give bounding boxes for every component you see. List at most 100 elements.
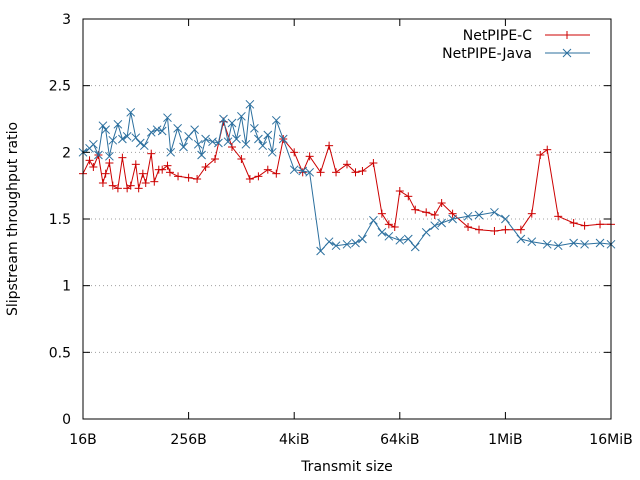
x-tick-label: 256B: [170, 432, 206, 448]
data-point-netpipe-c: [105, 159, 114, 167]
data-point-netpipe-c: [165, 168, 174, 177]
data-point-netpipe-java: [201, 134, 210, 144]
data-point-netpipe-java: [358, 234, 367, 244]
data-point-netpipe-c: [395, 187, 404, 195]
data-point-netpipe-java: [232, 134, 241, 144]
data-point-netpipe-java: [190, 125, 199, 135]
data-point-netpipe-c: [343, 160, 351, 169]
x-tick-label: 4kiB: [279, 432, 310, 448]
data-point-netpipe-java: [377, 227, 387, 237]
data-point-netpipe-java: [105, 151, 114, 161]
data-point-netpipe-c: [98, 179, 107, 187]
data-point-netpipe-c: [536, 151, 545, 159]
axis-ticks: 0 0.5 1 1.5 2 2.5 3 16B 256B 4kiB 64kiB 1MiB 16MiB: [49, 12, 633, 448]
data-point-netpipe-c: [245, 175, 254, 183]
y-tick-label: 0.5: [49, 345, 71, 361]
data-point-netpipe-c: [108, 181, 117, 190]
data-point-netpipe-java: [463, 211, 473, 221]
data-point-netpipe-java: [254, 134, 263, 144]
data-point-netpipe-java: [208, 137, 217, 147]
data-point-netpipe-c: [358, 167, 367, 175]
data-point-netpipe-java: [369, 215, 378, 225]
data-point-netpipe-java: [569, 238, 578, 248]
data-point-netpipe-java: [223, 137, 233, 147]
data-point-netpipe-c: [118, 153, 127, 162]
data-point-netpipe-c: [384, 220, 393, 229]
y-tick-label: 0: [62, 412, 71, 428]
legend-marker-netpipe-c: [563, 31, 571, 39]
data-point-netpipe-java: [305, 167, 314, 177]
data-point-netpipe-c: [272, 169, 281, 178]
data-point-netpipe-c: [174, 172, 183, 181]
data-point-netpipe-c: [527, 209, 536, 218]
x-tick-label: 1MiB: [488, 432, 522, 448]
x-tick-label: 16MiB: [589, 432, 632, 448]
data-point-netpipe-java: [173, 123, 182, 133]
data-point-netpipe-c: [184, 173, 193, 182]
data-point-netpipe-c: [377, 209, 386, 218]
data-point-netpipe-java: [516, 234, 526, 244]
data-point-netpipe-java: [342, 239, 352, 249]
data-point-netpipe-java: [430, 221, 440, 231]
data-point-netpipe-java: [245, 99, 255, 109]
data-point-netpipe-c: [227, 143, 236, 151]
data-point-netpipe-c: [516, 225, 525, 234]
data-point-netpipe-java: [542, 239, 552, 249]
data-point-netpipe-java: [267, 147, 277, 157]
data-point-netpipe-c: [501, 225, 510, 234]
data-point-netpipe-java: [351, 238, 360, 248]
data-point-netpipe-c: [131, 160, 140, 169]
data-point-netpipe-c: [113, 184, 122, 193]
series-layer: [78, 99, 616, 256]
data-point-netpipe-c: [596, 220, 605, 229]
data-point-netpipe-java: [474, 210, 484, 220]
data-point-netpipe-java: [437, 218, 446, 228]
data-point-netpipe-java: [250, 123, 259, 133]
data-point-netpipe-c: [369, 159, 378, 167]
data-point-netpipe-java: [448, 214, 457, 224]
data-point-netpipe-java: [395, 235, 405, 245]
data-point-netpipe-java: [219, 114, 228, 124]
y-tick-label: 3: [62, 12, 71, 28]
data-point-netpipe-java: [331, 241, 341, 251]
data-point-netpipe-java: [98, 121, 108, 131]
data-point-netpipe-c: [390, 223, 399, 231]
data-point-netpipe-c: [126, 181, 135, 190]
data-point-netpipe-c: [263, 165, 272, 174]
data-point-netpipe-c: [305, 152, 314, 161]
data-point-netpipe-c: [430, 211, 439, 219]
data-point-netpipe-java: [527, 237, 537, 247]
data-point-netpipe-java: [118, 134, 127, 144]
data-point-netpipe-java: [553, 241, 563, 251]
data-point-netpipe-c: [237, 155, 246, 163]
data-point-netpipe-c: [316, 168, 325, 177]
data-point-netpipe-c: [147, 149, 156, 158]
data-point-netpipe-java: [122, 131, 132, 141]
data-point-netpipe-c: [298, 168, 307, 177]
data-point-netpipe-java: [490, 207, 499, 217]
data-point-netpipe-c: [193, 175, 202, 183]
data-point-netpipe-java: [214, 138, 223, 148]
data-point-netpipe-java: [108, 135, 118, 145]
data-point-netpipe-c: [89, 163, 98, 171]
data-point-netpipe-java: [501, 214, 510, 224]
data-point-netpipe-c: [158, 165, 167, 174]
data-point-netpipe-c: [437, 199, 446, 207]
data-point-netpipe-c: [490, 227, 499, 235]
data-point-netpipe-java: [324, 237, 334, 247]
data-point-netpipe-c: [201, 163, 210, 171]
data-point-netpipe-java: [135, 138, 145, 148]
data-point-netpipe-java: [263, 130, 273, 140]
data-point-netpipe-java: [157, 126, 167, 136]
series-netpipe-java: [78, 99, 616, 256]
data-point-netpipe-java: [271, 115, 281, 125]
data-point-netpipe-java: [89, 139, 98, 149]
data-point-netpipe-c: [332, 168, 341, 177]
data-point-netpipe-c: [254, 172, 263, 181]
data-point-netpipe-c: [448, 209, 457, 218]
data-point-netpipe-c: [85, 156, 94, 165]
data-point-netpipe-java: [241, 139, 251, 149]
data-point-netpipe-c: [464, 223, 473, 231]
data-point-netpipe-c: [351, 168, 360, 177]
